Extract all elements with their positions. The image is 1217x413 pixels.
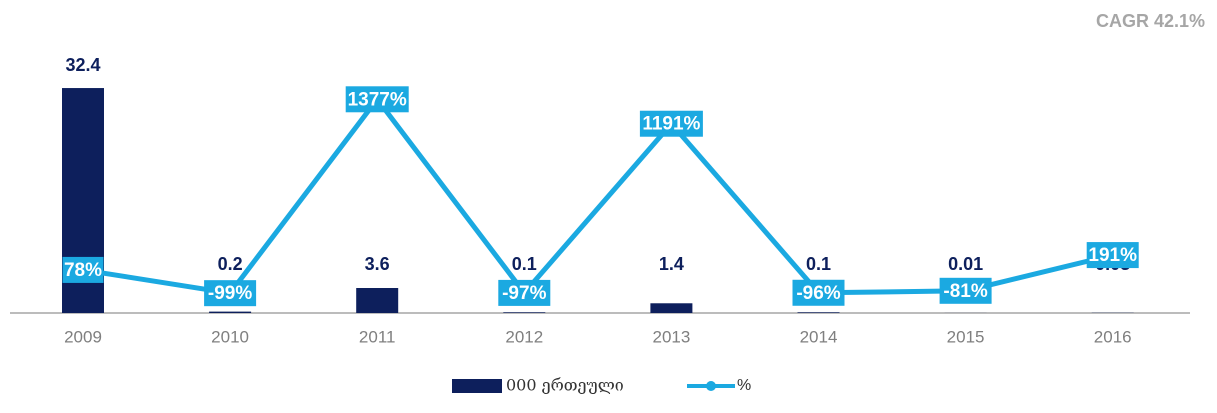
x-tick-label: 2015 (947, 327, 985, 346)
bar-value-label: 32.4 (65, 55, 100, 75)
bar (356, 288, 398, 313)
bar-value-label: 0.1 (512, 254, 537, 274)
x-tick-label: 2013 (652, 327, 690, 346)
line-value-label: -81% (943, 281, 987, 302)
bar-value-label: 0.1 (806, 254, 831, 274)
x-tick-label: 2014 (800, 327, 838, 346)
x-tick-label: 2011 (359, 327, 396, 346)
x-tick-label: 2009 (64, 327, 102, 346)
legend-label: 000 ერთეული (506, 376, 624, 395)
legend-label: % (737, 377, 751, 394)
legend-swatch (452, 379, 502, 393)
bar (798, 312, 840, 313)
bar-value-label: 0.01 (948, 254, 983, 274)
legend-marker (706, 381, 716, 391)
line-value-label: 1377% (348, 89, 407, 110)
x-tick-label: 2010 (211, 327, 249, 346)
bar-value-label: 0.2 (218, 254, 243, 274)
cagr-annotation: CAGR 42.1% (1096, 11, 1205, 31)
bar (209, 312, 251, 313)
bar (650, 303, 692, 313)
line-value-label: -97% (502, 283, 546, 304)
x-tick-label: 2016 (1094, 327, 1132, 346)
line-value-label: -96% (796, 283, 840, 304)
x-tick-label: 2012 (505, 327, 543, 346)
line-value-label: 1191% (642, 114, 700, 135)
bar-value-label: 3.6 (365, 254, 390, 274)
bar (503, 312, 545, 313)
line-value-label: 191% (1088, 245, 1137, 266)
line-value-label: -99% (208, 283, 252, 304)
bar-value-label: 1.4 (659, 254, 684, 274)
line-value-label: 78% (64, 260, 102, 281)
